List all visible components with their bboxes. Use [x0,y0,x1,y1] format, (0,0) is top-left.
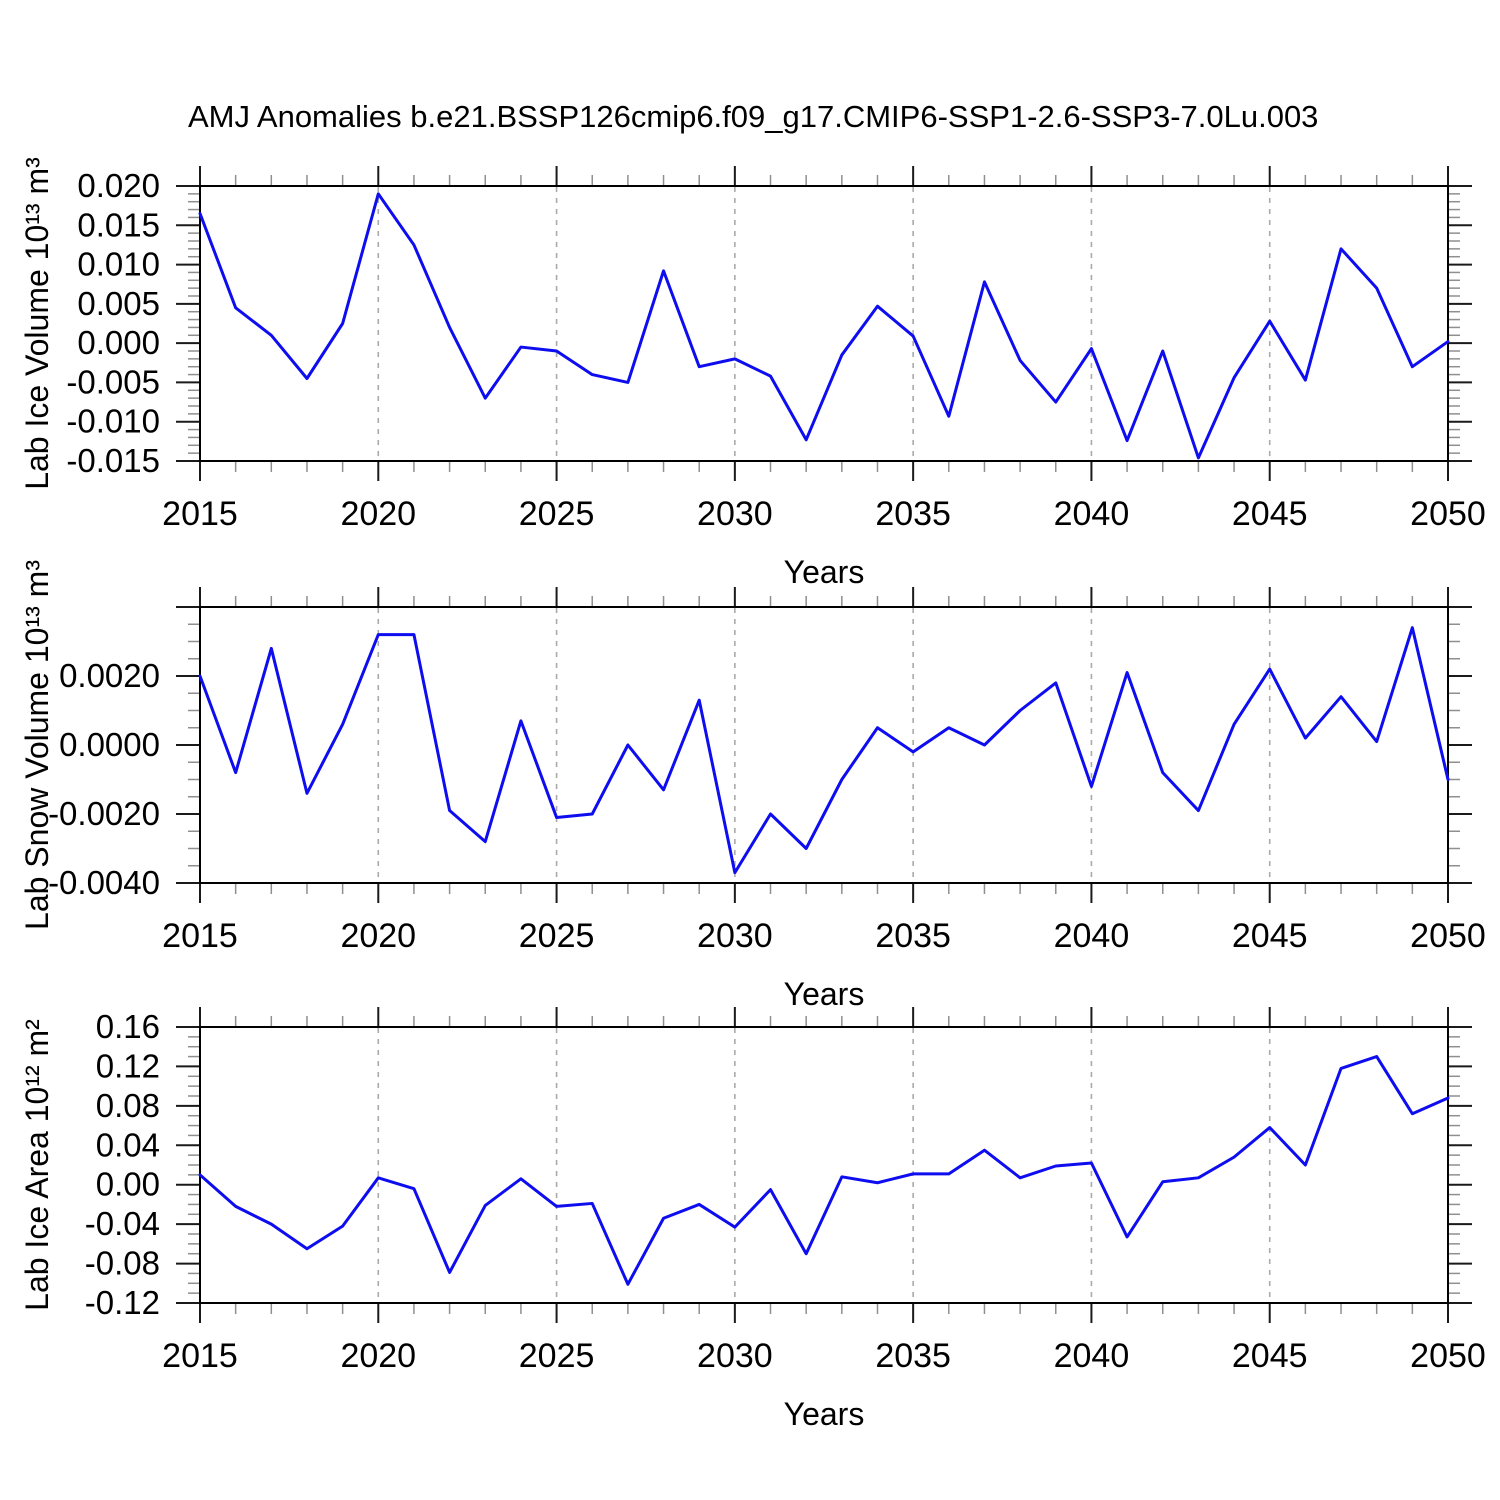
x-tick-label: 2030 [697,917,773,955]
plot-frame [199,1026,1449,1304]
x-tick-label: 2020 [340,917,416,955]
y-axis-title: Lab Snow Volume 10¹³ m³ [19,560,55,930]
y-tick-label: 0.12 [96,1047,160,1084]
y-tick-label: -0.010 [66,403,160,440]
x-tick-label: 2015 [162,917,238,955]
y-tick-label: -0.08 [85,1245,160,1282]
y-tick-label: -0.04 [85,1205,160,1242]
x-tick-label: 2035 [875,1337,951,1375]
x-tick-label: 2025 [519,1337,595,1375]
x-tick-label: 2015 [162,1337,238,1375]
y-tick-label: 0.08 [96,1087,160,1124]
x-axis-title: Years [784,976,865,1012]
plot-frame [199,606,1449,884]
panel-ice-volume: 0.0200.0150.0100.0050.000-0.005-0.010-0.… [19,157,1486,590]
y-tick-label: -0.0040 [48,864,160,901]
y-tick-label: 0.04 [96,1126,160,1163]
y-axis-title: Lab Ice Area 10¹² m² [19,1019,55,1311]
data-line-snow-volume [198,626,1450,875]
y-tick-label: -0.12 [85,1284,160,1321]
x-axis-title: Years [784,1396,865,1432]
y-tick-label: 0.00 [96,1166,160,1203]
x-tick-label: 2045 [1232,495,1308,533]
x-tick-label: 2035 [875,917,951,955]
x-tick-label: 2050 [1410,495,1486,533]
x-tick-label: 2030 [697,1337,773,1375]
x-tick-label: 2025 [519,495,595,533]
y-tick-label: -0.005 [66,363,160,400]
x-tick-label: 2050 [1410,1337,1486,1375]
x-tick-label: 2025 [519,917,595,955]
x-tick-label: 2045 [1232,917,1308,955]
data-line-ice-area [198,1055,1450,1286]
y-tick-label: 0.000 [77,324,160,361]
x-tick-label: 2035 [875,495,951,533]
x-tick-label: 2050 [1410,917,1486,955]
x-tick-label: 2020 [340,495,416,533]
y-tick-label: -0.015 [66,442,160,479]
y-tick-label: 0.015 [77,206,160,243]
y-tick-label: 0.0020 [59,657,160,694]
x-tick-label: 2040 [1054,917,1130,955]
y-tick-label: 0.010 [77,246,160,283]
chart-title: AMJ Anomalies b.e21.BSSP126cmip6.f09_g17… [188,99,1319,134]
plot-frame [199,185,1449,462]
x-tick-label: 2015 [162,495,238,533]
x-axis-title: Years [784,554,865,590]
x-tick-label: 2030 [697,495,773,533]
data-line-ice-volume [198,192,1450,460]
x-tick-label: 2040 [1054,495,1130,533]
y-tick-label: 0.16 [96,1008,160,1045]
y-tick-label: 0.0000 [59,726,160,763]
x-tick-label: 2040 [1054,1337,1130,1375]
y-axis-title: Lab Ice Volume 10¹³ m³ [19,157,55,490]
x-tick-label: 2020 [340,1337,416,1375]
y-tick-label: 0.020 [77,167,160,204]
x-tick-label: 2045 [1232,1337,1308,1375]
y-tick-label: -0.0020 [48,795,160,832]
y-tick-label: 0.005 [77,285,160,322]
